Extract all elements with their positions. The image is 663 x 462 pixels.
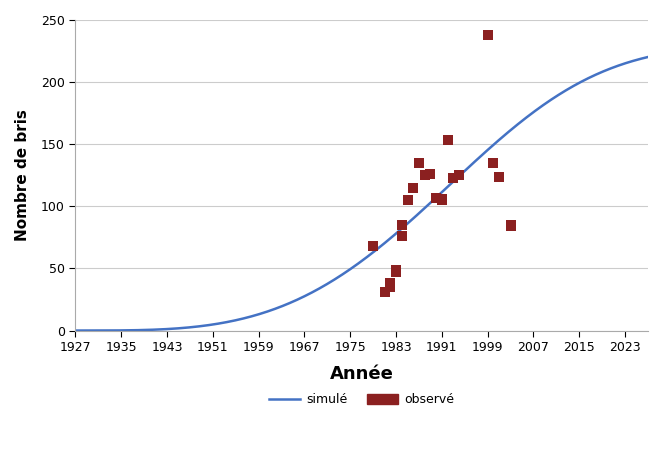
Point bbox=[396, 232, 407, 240]
Point bbox=[391, 266, 401, 274]
Point bbox=[505, 223, 516, 230]
Point bbox=[391, 268, 401, 276]
X-axis label: Année: Année bbox=[330, 365, 394, 383]
Point bbox=[488, 159, 499, 166]
Point bbox=[505, 221, 516, 229]
Point bbox=[494, 173, 505, 180]
Point bbox=[385, 283, 396, 291]
Point bbox=[368, 243, 379, 250]
Point bbox=[442, 137, 453, 144]
Point bbox=[453, 171, 464, 179]
Point bbox=[420, 171, 430, 179]
Point bbox=[431, 194, 442, 201]
Point bbox=[436, 196, 447, 204]
Point bbox=[448, 174, 459, 182]
Legend: simulé, observé: simulé, observé bbox=[264, 388, 459, 411]
Point bbox=[425, 170, 436, 178]
Point bbox=[408, 184, 418, 191]
Point bbox=[436, 195, 447, 202]
Point bbox=[402, 196, 413, 204]
Y-axis label: Nombre de bris: Nombre de bris bbox=[15, 109, 30, 241]
Point bbox=[396, 221, 407, 229]
Point bbox=[414, 159, 424, 166]
Point bbox=[385, 280, 396, 287]
Point bbox=[379, 288, 390, 296]
Point bbox=[483, 31, 493, 39]
